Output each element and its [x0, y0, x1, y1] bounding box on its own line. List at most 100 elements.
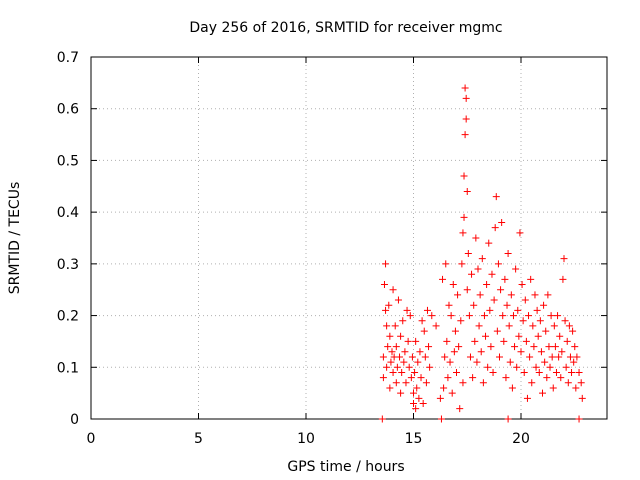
- data-point-marker: [388, 348, 396, 356]
- data-point-marker: [565, 322, 573, 330]
- data-point-marker: [454, 291, 462, 299]
- data-point-marker: [465, 312, 473, 320]
- data-point-marker: [418, 317, 426, 325]
- data-point-marker: [404, 337, 412, 345]
- data-point-marker: [484, 363, 492, 371]
- data-point-marker: [408, 353, 416, 361]
- data-point-marker: [521, 296, 529, 304]
- data-point-marker: [502, 374, 510, 382]
- data-point-marker: [571, 343, 579, 351]
- y-tick-label: 0: [70, 412, 79, 428]
- data-point-marker: [568, 368, 576, 376]
- data-point-marker: [533, 306, 541, 314]
- data-point-marker: [447, 312, 455, 320]
- data-point-marker: [385, 301, 393, 309]
- data-point-marker: [546, 363, 554, 371]
- data-point-marker: [462, 94, 470, 102]
- data-point-marker: [432, 322, 440, 330]
- data-point-marker: [413, 384, 421, 392]
- data-point-marker: [459, 379, 467, 387]
- data-point-marker: [391, 322, 399, 330]
- data-point-marker: [407, 374, 415, 382]
- data-point-marker: [441, 353, 449, 361]
- data-point-marker: [472, 234, 480, 242]
- data-point-marker: [378, 415, 386, 423]
- data-point-marker: [397, 389, 405, 397]
- data-point-marker: [419, 399, 427, 407]
- data-point-marker: [517, 348, 525, 356]
- data-point-marker: [389, 368, 397, 376]
- data-point-marker: [512, 265, 520, 273]
- data-point-marker: [464, 250, 472, 258]
- data-point-marker: [450, 348, 458, 356]
- data-point-marker: [526, 353, 534, 361]
- data-point-marker: [443, 337, 451, 345]
- data-point-marker: [551, 343, 559, 351]
- data-point-marker: [507, 291, 515, 299]
- data-point-marker: [527, 275, 535, 283]
- data-points: [378, 84, 586, 423]
- data-point-marker: [379, 353, 387, 361]
- data-point-marker: [383, 363, 391, 371]
- data-point-marker: [415, 394, 423, 402]
- x-tick-label: 0: [87, 431, 96, 447]
- data-point-marker: [525, 312, 533, 320]
- data-point-marker: [476, 291, 484, 299]
- data-point-marker: [463, 187, 471, 195]
- data-point-marker: [480, 312, 488, 320]
- data-point-marker: [405, 363, 413, 371]
- data-point-marker: [456, 405, 464, 413]
- data-point-marker: [474, 265, 482, 273]
- data-point-marker: [382, 260, 390, 268]
- y-tick-label: 0.4: [57, 205, 79, 221]
- data-point-marker: [455, 343, 463, 351]
- data-point-marker: [426, 363, 434, 371]
- data-point-marker: [544, 291, 552, 299]
- data-point-marker: [497, 286, 505, 294]
- data-point-marker: [558, 348, 566, 356]
- data-point-marker: [397, 332, 405, 340]
- data-point-marker: [393, 363, 401, 371]
- data-point-marker: [448, 389, 456, 397]
- data-point-marker: [414, 358, 422, 366]
- data-point-marker: [493, 327, 501, 335]
- data-point-marker: [578, 394, 586, 402]
- data-point-marker: [572, 384, 580, 392]
- data-point-marker: [422, 379, 430, 387]
- data-point-marker: [501, 275, 509, 283]
- data-point-marker: [556, 332, 564, 340]
- data-point-marker: [401, 348, 409, 356]
- data-point-marker: [560, 255, 568, 263]
- data-point-marker: [479, 379, 487, 387]
- data-point-marker: [515, 332, 523, 340]
- data-point-marker: [477, 348, 485, 356]
- data-point-marker: [403, 306, 411, 314]
- data-point-marker: [412, 405, 420, 413]
- data-point-marker: [528, 379, 536, 387]
- data-point-marker: [491, 224, 499, 232]
- data-point-marker: [473, 358, 481, 366]
- data-point-marker: [562, 363, 570, 371]
- data-point-marker: [475, 322, 483, 330]
- data-point-marker: [566, 353, 574, 361]
- data-point-marker: [406, 312, 414, 320]
- data-point-marker: [380, 281, 388, 289]
- data-point-marker: [423, 306, 431, 314]
- data-point-marker: [489, 368, 497, 376]
- data-point-marker: [470, 301, 478, 309]
- data-point-marker: [483, 281, 491, 289]
- data-point-marker: [436, 394, 444, 402]
- gridlines: [91, 57, 607, 419]
- data-point-marker: [494, 260, 502, 268]
- data-point-marker: [540, 301, 548, 309]
- data-point-marker: [557, 374, 565, 382]
- y-tick-label: 0.1: [57, 360, 79, 376]
- x-tick-label: 10: [297, 431, 315, 447]
- data-point-marker: [471, 337, 479, 345]
- data-point-marker: [573, 353, 581, 361]
- data-point-marker: [399, 317, 407, 325]
- x-tick-label: 5: [194, 431, 203, 447]
- data-point-marker: [444, 374, 452, 382]
- data-point-marker: [575, 415, 583, 423]
